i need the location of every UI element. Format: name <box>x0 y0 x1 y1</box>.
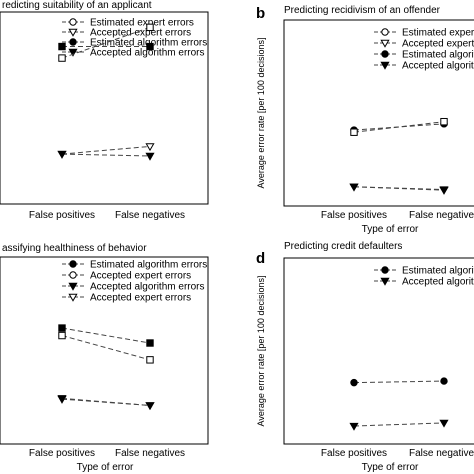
panel-2-legend-2-label: Accepted algorithm errors <box>90 282 205 293</box>
panel-0-series-4-point-1 <box>146 23 154 32</box>
panel-a-tick-x-0: False positives <box>29 210 95 221</box>
panel-b-tick-x-1: False negatives <box>409 210 474 221</box>
panel-c-tick-x-1: False negatives <box>115 448 185 459</box>
panel-1-legend-3-marker <box>380 61 390 70</box>
panel-d-marks <box>349 377 449 431</box>
panel-a-tick-x-1: False negatives <box>115 210 185 221</box>
panel-3-legend-1-label: Accepted algorithm <box>402 277 474 288</box>
panel-0-series-3-point-0 <box>57 150 67 159</box>
panel-2-series-5-point-0 <box>58 331 66 340</box>
panel-d-letter: d <box>256 250 265 267</box>
panel-3-series-0-line <box>353 380 445 384</box>
panel-2-series-6-point-1 <box>145 402 155 411</box>
panel-b-marks <box>349 117 449 195</box>
panel-1-legend-2-label: Estimated algorithm <box>402 50 474 61</box>
panel-2-series-6-line <box>61 397 151 406</box>
panel-2-series-4-line <box>61 327 151 344</box>
panel-b-ylabel: Average error rate [per 100 decisions] <box>256 38 266 189</box>
panel-2-legend-1-label: Accepted expert errors <box>90 271 191 282</box>
panel-0-series-5-point-1 <box>146 42 154 51</box>
panel-1-series-3-line <box>353 186 445 191</box>
panel-1-legend-0-marker <box>381 28 389 36</box>
panel-d-xlabel: Type of error <box>362 462 419 473</box>
panel-1-series-1-line <box>353 186 445 191</box>
panel-3-series-0-point-1 <box>440 377 448 385</box>
panel-1-legend-1-label: Accepted expert e <box>402 39 474 50</box>
panel-b-xlabel: Type of error <box>362 224 419 235</box>
panel-b-frame <box>283 19 474 207</box>
panel-3-legend-0-marker <box>381 266 389 274</box>
panel-c-title: assifying healthiness of behavior <box>2 243 147 254</box>
panel-c-xlabel: Type of error <box>77 462 134 473</box>
panel-1-series-4-point-1 <box>440 117 448 126</box>
panel-2-series-6-point-0 <box>57 395 67 404</box>
panel-0-series-1-point-1 <box>145 143 155 152</box>
panel-b: b Predicting recidivism of an offender A… <box>256 5 474 235</box>
panel-0-legend-3-label: Accepted algorithm errors <box>90 48 205 59</box>
panel-3-series-1-point-1 <box>439 419 449 428</box>
panel-1-series-4-point-0 <box>350 128 358 136</box>
panel-d-legend: Estimated algorithmAccepted algorithm <box>374 266 474 288</box>
panel-3-series-1-point-0 <box>349 422 359 431</box>
panel-a-title: redicting suitability of an applicant <box>2 0 152 11</box>
panel-0-legend-3-marker <box>68 48 78 57</box>
panel-3-series-1-line <box>353 422 445 427</box>
panel-a: redicting suitability of an applicant Fa… <box>0 0 209 221</box>
panel-1-legend-2-marker <box>381 50 389 58</box>
panel-d-frame <box>283 257 474 445</box>
panel-c-marks <box>57 324 155 411</box>
panel-c-frame <box>0 256 209 445</box>
panel-2-series-5-point-1 <box>146 356 154 364</box>
panel-3-legend-1-marker <box>380 277 390 286</box>
panel-2-series-5-line <box>61 335 151 361</box>
panel-a-marks <box>57 23 155 161</box>
panel-0-series-5-point-0 <box>58 42 66 51</box>
panel-0-legend-0-label: Estimated expert errors <box>90 18 194 29</box>
panel-1-series-3-point-1 <box>439 186 449 195</box>
panel-b-tick-x-0: False positives <box>321 210 387 221</box>
panel-2-legend-2-marker <box>68 282 78 291</box>
panel-d-title: Predicting credit defaulters <box>284 241 402 252</box>
panel-1-legend-0-label: Estimated expert <box>402 28 474 39</box>
panel-3-legend-0-label: Estimated algorithm <box>402 266 474 277</box>
panel-0-legend-1-label: Accepted expert errors <box>90 28 191 39</box>
panel-2-legend-0-label: Estimated algorithm errors <box>90 260 207 271</box>
panel-c: assifying healthiness of behavior False … <box>0 243 209 473</box>
panel-c-tick-x-0: False positives <box>29 448 95 459</box>
panel-1-legend-1-marker <box>380 39 390 48</box>
panel-d-ylabel: Average error rate [per 100 decisions] <box>256 276 266 427</box>
panel-2-legend-3-label: Accepted expert errors <box>90 293 191 304</box>
panel-1-series-3-point-0 <box>349 183 359 192</box>
panel-1-series-2-line <box>353 123 445 131</box>
panel-0-legend-0-marker <box>69 18 77 26</box>
panel-0-legend-2-marker <box>69 38 77 46</box>
panel-2-legend-1-marker <box>69 271 77 279</box>
panel-a-frame <box>0 11 209 205</box>
panel-0-series-3-point-1 <box>145 152 155 161</box>
panel-0-legend-1-marker <box>68 28 78 37</box>
panel-0-series-1-line <box>61 145 151 155</box>
panel-1-legend-3-label: Accepted algorithm <box>402 61 474 72</box>
panel-d: d Predicting credit defaulters Average e… <box>256 241 474 473</box>
panel-0-series-4-point-0 <box>58 54 66 62</box>
panel-b-letter: b <box>256 5 265 22</box>
panel-2-series-4-point-1 <box>146 339 154 347</box>
panel-d-tick-x-1: False negatives <box>409 448 474 459</box>
panel-1-series-4-line <box>353 121 445 133</box>
panel-0-series-3-line <box>61 153 151 157</box>
panel-3-series-0-point-0 <box>350 378 358 387</box>
panel-2-legend-0-marker <box>69 260 77 268</box>
panel-2-legend-3-marker <box>68 293 78 302</box>
panel-2-series-4-point-0 <box>58 324 66 332</box>
panel-b-title: Predicting recidivism of an offender <box>284 5 441 16</box>
panel-d-tick-x-0: False positives <box>321 448 387 459</box>
